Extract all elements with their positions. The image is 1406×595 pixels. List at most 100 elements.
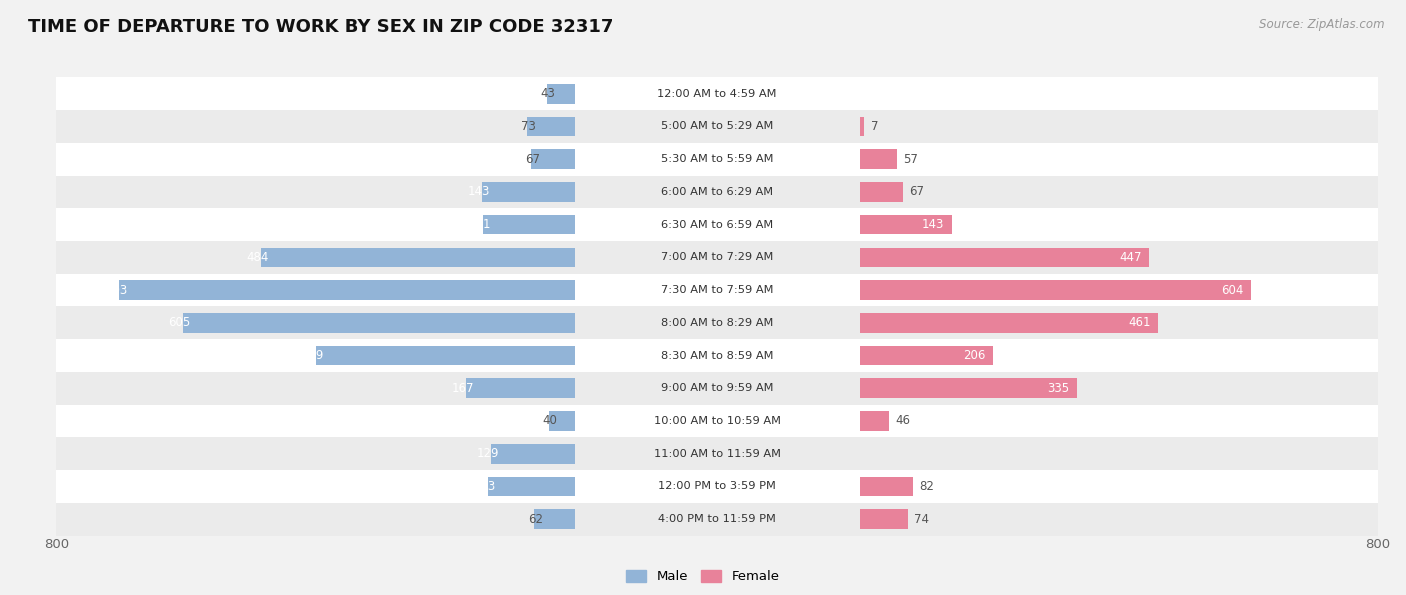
Text: 43: 43 (540, 87, 555, 100)
Bar (56, 372, 575, 405)
Text: 12:00 PM to 3:59 PM: 12:00 PM to 3:59 PM (658, 481, 776, 491)
Text: 461: 461 (1128, 317, 1150, 329)
Bar (575, 208, 859, 241)
Text: 11:00 AM to 11:59 AM: 11:00 AM to 11:59 AM (654, 449, 780, 459)
Text: 604: 604 (1220, 284, 1243, 296)
Text: 6:30 AM to 6:59 AM: 6:30 AM to 6:59 AM (661, 220, 773, 230)
Legend: Male, Female: Male, Female (621, 565, 785, 588)
Bar (482, 182, 575, 202)
Text: 167: 167 (451, 382, 474, 394)
Bar (56, 110, 575, 143)
Bar (575, 176, 859, 208)
Bar (575, 470, 859, 503)
Bar (859, 110, 1378, 143)
Text: 141: 141 (468, 218, 491, 231)
Bar (183, 313, 575, 333)
Text: 335: 335 (1046, 382, 1069, 394)
Bar (56, 405, 575, 437)
Bar (575, 405, 859, 437)
Bar (491, 444, 575, 464)
Bar (575, 437, 859, 470)
Bar (56, 176, 575, 208)
Bar (859, 405, 1378, 437)
Text: 484: 484 (246, 251, 269, 264)
Bar (575, 339, 859, 372)
Text: 399: 399 (301, 349, 323, 362)
Text: TIME OF DEPARTURE TO WORK BY SEX IN ZIP CODE 32317: TIME OF DEPARTURE TO WORK BY SEX IN ZIP … (28, 18, 613, 36)
Bar (56, 143, 575, 176)
Bar (575, 274, 859, 306)
Bar (547, 84, 575, 104)
Bar (859, 470, 1378, 503)
Bar (527, 117, 575, 136)
Text: 8:30 AM to 8:59 AM: 8:30 AM to 8:59 AM (661, 350, 773, 361)
Bar (56, 241, 575, 274)
Bar (488, 477, 575, 496)
Text: 62: 62 (527, 513, 543, 525)
Text: 8:00 AM to 8:29 AM: 8:00 AM to 8:29 AM (661, 318, 773, 328)
Bar (120, 280, 575, 300)
Bar (575, 503, 859, 536)
Bar (859, 509, 907, 529)
Bar (859, 182, 903, 202)
Text: 143: 143 (467, 186, 489, 198)
Bar (859, 306, 1378, 339)
Bar (859, 176, 1378, 208)
Text: 7:00 AM to 7:29 AM: 7:00 AM to 7:29 AM (661, 252, 773, 262)
Bar (575, 241, 859, 274)
Bar (56, 339, 575, 372)
Bar (534, 509, 575, 529)
Bar (575, 143, 859, 176)
Text: 605: 605 (169, 317, 190, 329)
Text: 133: 133 (474, 480, 496, 493)
Bar (859, 280, 1251, 300)
Text: 40: 40 (543, 415, 557, 427)
Text: 67: 67 (910, 186, 925, 198)
Bar (56, 503, 575, 536)
Bar (467, 378, 575, 398)
Bar (548, 411, 575, 431)
Text: 5:30 AM to 5:59 AM: 5:30 AM to 5:59 AM (661, 154, 773, 164)
Bar (484, 215, 575, 234)
Text: 67: 67 (524, 153, 540, 165)
Bar (859, 411, 890, 431)
Bar (859, 339, 1378, 372)
Bar (859, 437, 1378, 470)
Bar (56, 274, 575, 306)
Text: 206: 206 (963, 349, 986, 362)
Bar (859, 143, 1378, 176)
Bar (56, 208, 575, 241)
Text: 82: 82 (920, 480, 934, 493)
Text: Source: ZipAtlas.com: Source: ZipAtlas.com (1260, 18, 1385, 31)
Text: 447: 447 (1119, 251, 1142, 264)
Bar (859, 313, 1159, 333)
Text: 46: 46 (896, 415, 911, 427)
Bar (56, 470, 575, 503)
Text: 6:00 AM to 6:29 AM: 6:00 AM to 6:29 AM (661, 187, 773, 197)
Bar (575, 372, 859, 405)
Bar (859, 372, 1378, 405)
Text: 73: 73 (520, 120, 536, 133)
Bar (262, 248, 575, 267)
Text: 57: 57 (903, 153, 918, 165)
Bar (859, 503, 1378, 536)
Bar (859, 477, 912, 496)
Bar (859, 241, 1378, 274)
Text: 7:30 AM to 7:59 AM: 7:30 AM to 7:59 AM (661, 285, 773, 295)
Text: 74: 74 (914, 513, 929, 525)
Bar (575, 110, 859, 143)
Bar (859, 117, 865, 136)
Text: 9:00 AM to 9:59 AM: 9:00 AM to 9:59 AM (661, 383, 773, 393)
Text: 5:00 AM to 5:29 AM: 5:00 AM to 5:29 AM (661, 121, 773, 131)
Bar (56, 306, 575, 339)
Text: 10:00 AM to 10:59 AM: 10:00 AM to 10:59 AM (654, 416, 780, 426)
Text: 703: 703 (104, 284, 127, 296)
Text: 12:00 AM to 4:59 AM: 12:00 AM to 4:59 AM (658, 89, 776, 99)
Bar (56, 77, 575, 110)
Bar (859, 215, 952, 234)
Bar (859, 248, 1149, 267)
Bar (531, 149, 575, 169)
Bar (859, 274, 1378, 306)
Bar (316, 346, 575, 365)
Bar (575, 77, 859, 110)
